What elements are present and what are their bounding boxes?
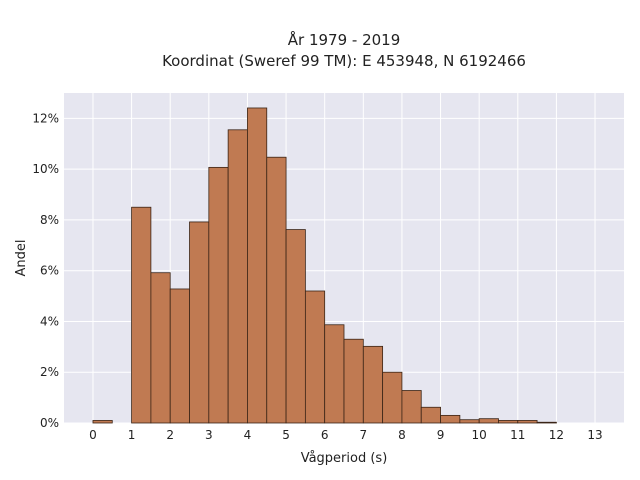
chart-title-line-2: Koordinat (Sweref 99 TM): E 453948, N 61… [162, 52, 526, 70]
histogram-bar [536, 421, 557, 424]
x-tick-label: 3 [205, 428, 213, 442]
histogram-bar [498, 420, 519, 424]
y-tick-label: 0% [40, 416, 59, 430]
x-tick-label: 9 [437, 428, 445, 442]
y-tick-label: 8% [40, 213, 59, 227]
bars-group [92, 107, 557, 424]
x-tick-labels: 0 1 2 3 4 5 6 7 8 9 10 11 12 13 [89, 428, 603, 442]
x-tick-label: 4 [244, 428, 252, 442]
x-tick-label: 6 [321, 428, 329, 442]
histogram-bar [420, 406, 441, 424]
x-tick-label: 1 [128, 428, 136, 442]
y-tick-label: 10% [32, 162, 59, 176]
x-tick-label: 8 [398, 428, 406, 442]
y-tick-label: 12% [32, 111, 59, 125]
y-axis-label: Andel [14, 240, 29, 277]
chart-title-line-1: År 1979 - 2019 [288, 30, 401, 49]
histogram-bar [440, 414, 461, 424]
x-tick-label: 13 [587, 428, 602, 442]
histogram-bar [382, 371, 403, 424]
x-tick-label: 0 [89, 428, 97, 442]
y-tick-label: 4% [40, 314, 59, 328]
histogram-bar [169, 288, 190, 424]
x-tick-label: 5 [282, 428, 290, 442]
histogram-bar [401, 390, 422, 424]
x-tick-label: 10 [472, 428, 487, 442]
histogram-bar [459, 419, 480, 424]
y-tick-labels: 0% 2% 4% 6% 8% 10% 12% [32, 111, 59, 430]
x-tick-label: 2 [166, 428, 174, 442]
histogram-bar [266, 156, 287, 424]
x-axis-label: Vågperiod (s) [301, 451, 388, 466]
histogram-bar [92, 420, 113, 424]
histogram-bar [247, 107, 268, 424]
x-tick-label: 12 [549, 428, 564, 442]
histogram-bar [304, 290, 326, 424]
histogram-bar [324, 324, 345, 424]
histogram-bar [208, 166, 229, 424]
y-tick-label: 6% [40, 264, 59, 278]
histogram-bar [227, 129, 248, 424]
histogram-bar [478, 418, 499, 424]
y-tick-label: 2% [40, 365, 59, 379]
x-tick-label: 11 [510, 428, 525, 442]
x-tick-label: 7 [359, 428, 367, 442]
histogram-bar [343, 338, 364, 424]
histogram-bar [131, 206, 152, 424]
histogram-bar [517, 420, 538, 424]
histogram-bar [285, 229, 306, 424]
histogram-bar [362, 345, 384, 424]
histogram-bar [189, 221, 210, 424]
histogram-bar [150, 272, 171, 424]
